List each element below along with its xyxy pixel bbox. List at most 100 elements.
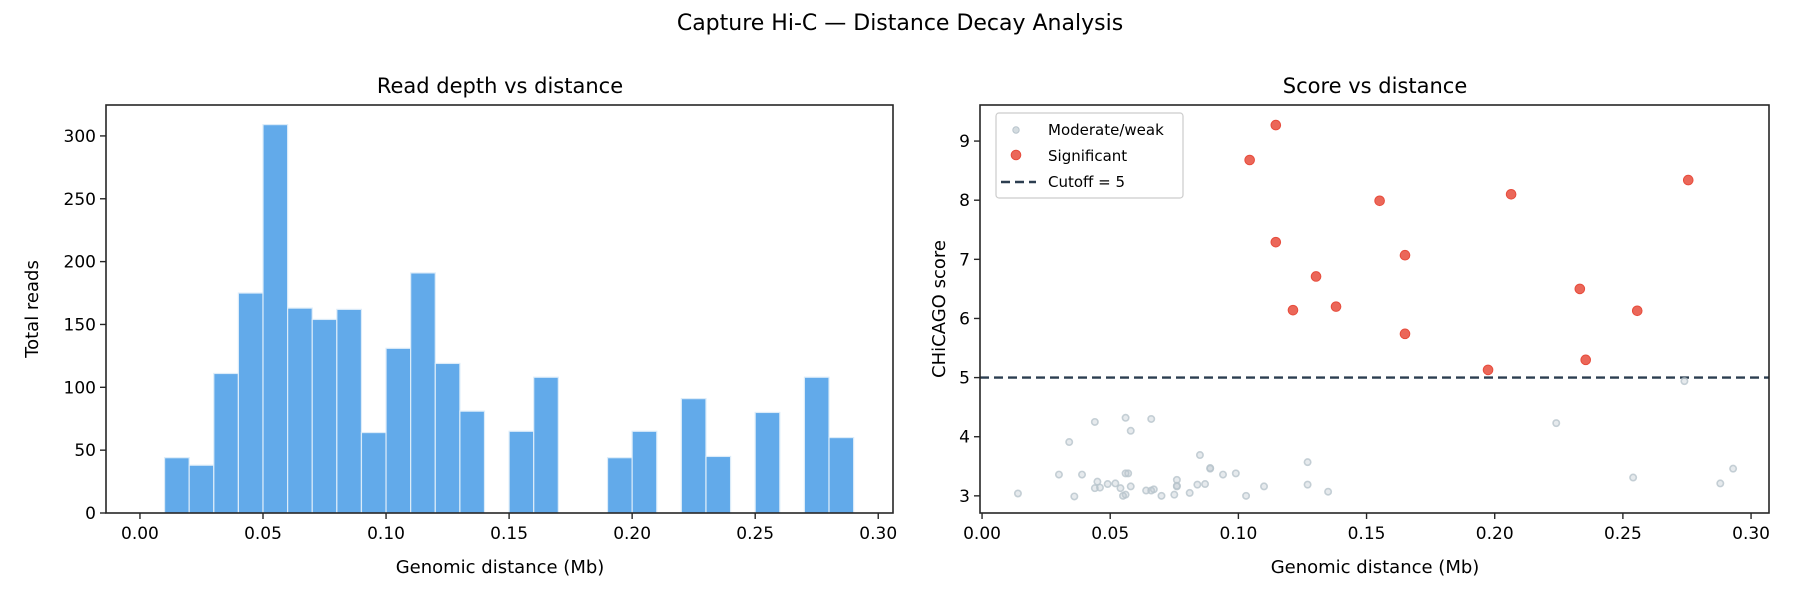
- scatter-x-ticks: 0.00 0.05 0.10 0.15 0.20 0.25 0.30: [963, 513, 1770, 544]
- weak-point: [1303, 458, 1312, 467]
- histogram-bar: [262, 124, 289, 514]
- significant-point: [1399, 249, 1411, 261]
- x-tick-label: 0.25: [736, 524, 774, 544]
- legend-weak-marker-icon: [1012, 126, 1020, 134]
- histogram-bars: [163, 124, 855, 514]
- y-tick-label: 5: [959, 369, 970, 389]
- histogram-x-ticks: 0.00 0.05 0.10 0.15 0.20 0.25 0.30: [121, 513, 897, 544]
- significant-point: [1287, 304, 1299, 316]
- legend-significant-label: Significant: [1048, 147, 1127, 165]
- weak-point: [1303, 480, 1312, 489]
- y-tick-label: 250: [64, 190, 96, 210]
- histogram-y-label: Total reads: [22, 260, 43, 359]
- y-tick-label: 200: [64, 253, 96, 273]
- y-tick-label: 8: [959, 191, 970, 211]
- weak-point: [1095, 483, 1104, 492]
- weak-point: [1324, 487, 1333, 496]
- weak-point: [1729, 464, 1738, 473]
- weak-point: [1552, 419, 1561, 428]
- scatter-axes: Score vs distance 0.00 0.05 0.10 0.15 0.20 0.…: [929, 74, 1770, 578]
- weak-point: [1121, 490, 1130, 499]
- histogram-bar: [213, 372, 239, 514]
- weak-point: [1121, 413, 1130, 422]
- x-tick-label: 0.05: [1091, 524, 1129, 544]
- histogram-bar: [336, 308, 363, 514]
- weak-point: [1242, 491, 1251, 500]
- histogram-bar: [360, 431, 387, 514]
- figure-title: Capture Hi-C — Distance Decay Analysis: [677, 11, 1123, 36]
- histogram-x-label: Genomic distance (Mb): [396, 557, 605, 578]
- legend-weak-label: Moderate/weak: [1048, 121, 1164, 139]
- scatter-x-label: Genomic distance (Mb): [1271, 557, 1480, 578]
- weak-point: [1126, 426, 1135, 435]
- x-tick-label: 0.20: [1476, 524, 1514, 544]
- weak-point: [1078, 470, 1087, 479]
- significant-point: [1574, 283, 1586, 295]
- weak-point: [1090, 417, 1099, 426]
- histogram-bar: [828, 436, 855, 514]
- weak-point: [1054, 470, 1063, 479]
- significant-point: [1270, 236, 1282, 248]
- histogram-bar: [163, 457, 190, 514]
- histogram-bar: [237, 292, 264, 514]
- histogram-bar: [385, 347, 412, 514]
- legend: Moderate/weak Significant Cutoff = 5: [995, 112, 1184, 199]
- weak-point: [1157, 491, 1166, 500]
- histogram-bar: [311, 318, 338, 514]
- y-tick-label: 3: [959, 487, 970, 507]
- histogram-axes: Read depth vs distance 0.00 0.05 0.10 0.15 0…: [22, 74, 897, 578]
- significant-point: [1631, 305, 1643, 317]
- significant-point: [1374, 195, 1385, 207]
- x-tick-label: 0.00: [121, 524, 159, 544]
- histogram-bar: [508, 430, 535, 514]
- histogram-bar: [410, 272, 436, 514]
- y-tick-label: 150: [64, 315, 96, 335]
- x-tick-label: 0.15: [490, 524, 528, 544]
- weak-point: [1231, 469, 1240, 478]
- histogram-frame: [105, 104, 894, 514]
- weak-point: [1193, 480, 1202, 489]
- scatter-y-ticks: 3 4 5 6 7 8 9: [959, 132, 980, 507]
- weak-point: [1126, 482, 1135, 491]
- weak-point: [1219, 470, 1228, 479]
- legend-significant-marker-icon: [1010, 149, 1022, 161]
- x-tick-label: 0.00: [963, 524, 1001, 544]
- histogram-bar: [459, 410, 486, 514]
- x-tick-label: 0.30: [859, 524, 897, 544]
- histogram-bar: [680, 398, 707, 514]
- weak-point: [1170, 490, 1179, 499]
- y-tick-label: 9: [959, 132, 970, 152]
- y-tick-label: 6: [959, 309, 970, 329]
- x-tick-label: 0.20: [613, 524, 651, 544]
- weak-point: [1103, 480, 1112, 489]
- x-tick-label: 0.10: [367, 524, 405, 544]
- weak-point: [1149, 485, 1158, 494]
- weak-point: [1185, 488, 1194, 497]
- significant-point: [1580, 354, 1592, 366]
- weak-point: [1065, 438, 1074, 447]
- legend-cutoff-label: Cutoff = 5: [1048, 173, 1125, 191]
- significant-point: [1505, 188, 1517, 200]
- y-tick-label: 4: [959, 428, 970, 448]
- weak-point: [1116, 484, 1125, 493]
- y-tick-label: 300: [64, 127, 96, 147]
- weak-point: [1201, 480, 1210, 489]
- weak-point: [1206, 464, 1215, 473]
- histogram-bar: [434, 362, 461, 514]
- weak-points: [1013, 377, 1738, 501]
- histogram-y-ticks: 0 50 100 150 200 250 300: [64, 127, 106, 524]
- scatter-frame: [979, 104, 1770, 514]
- x-tick-label: 0.10: [1219, 524, 1257, 544]
- weak-point: [1680, 377, 1689, 386]
- histogram-bar: [705, 455, 732, 514]
- histogram-bar: [188, 464, 215, 514]
- histogram-bar: [754, 411, 781, 514]
- x-tick-label: 0.05: [244, 524, 282, 544]
- x-tick-label: 0.25: [1604, 524, 1642, 544]
- weak-point: [1172, 482, 1181, 491]
- histogram-bar: [533, 376, 559, 514]
- histogram-bar: [606, 457, 633, 514]
- y-tick-label: 0: [85, 504, 96, 524]
- legend-frame: [995, 112, 1184, 199]
- significant-point: [1399, 328, 1411, 340]
